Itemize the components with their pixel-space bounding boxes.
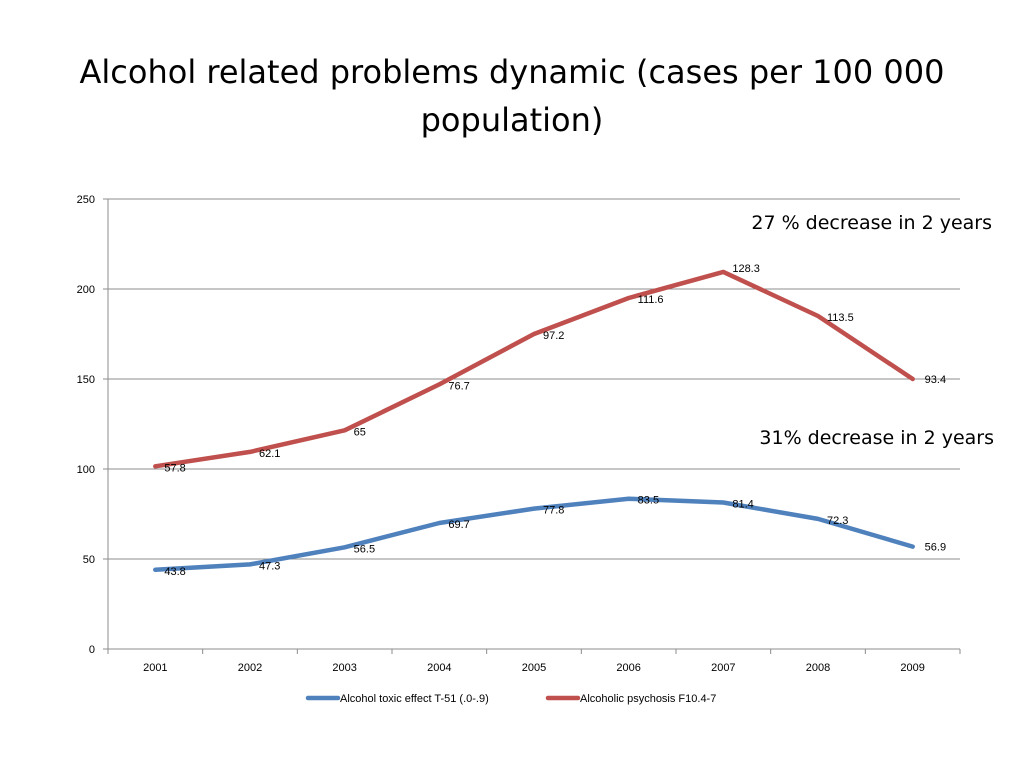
data-label: 97.2 — [543, 330, 564, 342]
x-tick-label: 2004 — [427, 662, 451, 674]
data-label: 128.3 — [732, 263, 760, 275]
legend-label: Alcohol toxic effect T-51 (.0-.9) — [340, 693, 489, 705]
data-label: 56.9 — [925, 542, 946, 554]
annotations: 27 % decrease in 2 years 31% decrease in… — [751, 212, 994, 449]
x-tick-label: 2008 — [806, 662, 830, 674]
annotation-red-decrease: 27 % decrease in 2 years — [751, 212, 992, 234]
data-label: 56.5 — [354, 543, 375, 555]
x-tick-label: 2003 — [332, 662, 356, 674]
data-label: 93.4 — [925, 374, 946, 386]
legend: Alcohol toxic effect T-51 (.0-.9) Alcohol… — [305, 693, 716, 705]
x-tick-label: 2005 — [522, 662, 546, 674]
data-label: 72.3 — [827, 515, 848, 527]
x-tick-label: 2009 — [900, 662, 924, 674]
x-tick-label: 2007 — [711, 662, 735, 674]
x-tick-labels: 2001 2002 2003 2004 2005 2006 2007 2008 2009 — [143, 662, 925, 674]
legend-label: Alcoholic psychosis F10.4-7 — [580, 693, 716, 705]
y-tick-labels: 0 50 100 150 200 250 — [77, 194, 95, 656]
series-line-alcohol-toxic-effect — [153, 496, 915, 573]
axes — [103, 198, 961, 654]
data-label: 62.1 — [259, 448, 280, 460]
data-label: 76.7 — [448, 380, 469, 392]
data-label: 83.5 — [638, 495, 659, 507]
y-tick-label: 50 — [83, 554, 95, 566]
annotation-blue-decrease: 31% decrease in 2 years — [759, 427, 994, 449]
data-label: 111.6 — [638, 294, 664, 306]
data-label: 43.8 — [164, 566, 185, 578]
series-line-alcoholic-psychosis — [153, 269, 915, 469]
y-tick-label: 150 — [77, 374, 95, 386]
data-label: 65 — [354, 426, 366, 438]
data-label: 69.7 — [448, 519, 469, 531]
data-label: 113.5 — [827, 312, 854, 324]
data-labels: 43.8 47.3 56.5 69.7 77.8 83.5 81.4 72.3 56.9 57.8… — [164, 263, 946, 578]
x-tick-label: 2002 — [238, 662, 262, 674]
y-tick-label: 250 — [77, 194, 95, 206]
x-tick-label: 2006 — [616, 662, 640, 674]
data-label: 81.4 — [732, 498, 753, 510]
data-label: 77.8 — [543, 505, 564, 517]
slide-title: Alcohol related problems dynamic (cases … — [79, 53, 945, 139]
data-label: 47.3 — [259, 560, 280, 572]
y-tick-label: 0 — [89, 644, 95, 656]
gridlines — [108, 198, 960, 560]
y-tick-label: 200 — [77, 284, 95, 296]
data-label: 57.8 — [164, 462, 185, 474]
series-lines — [153, 269, 915, 573]
y-tick-label: 100 — [77, 464, 95, 476]
x-tick-label: 2001 — [143, 662, 167, 674]
